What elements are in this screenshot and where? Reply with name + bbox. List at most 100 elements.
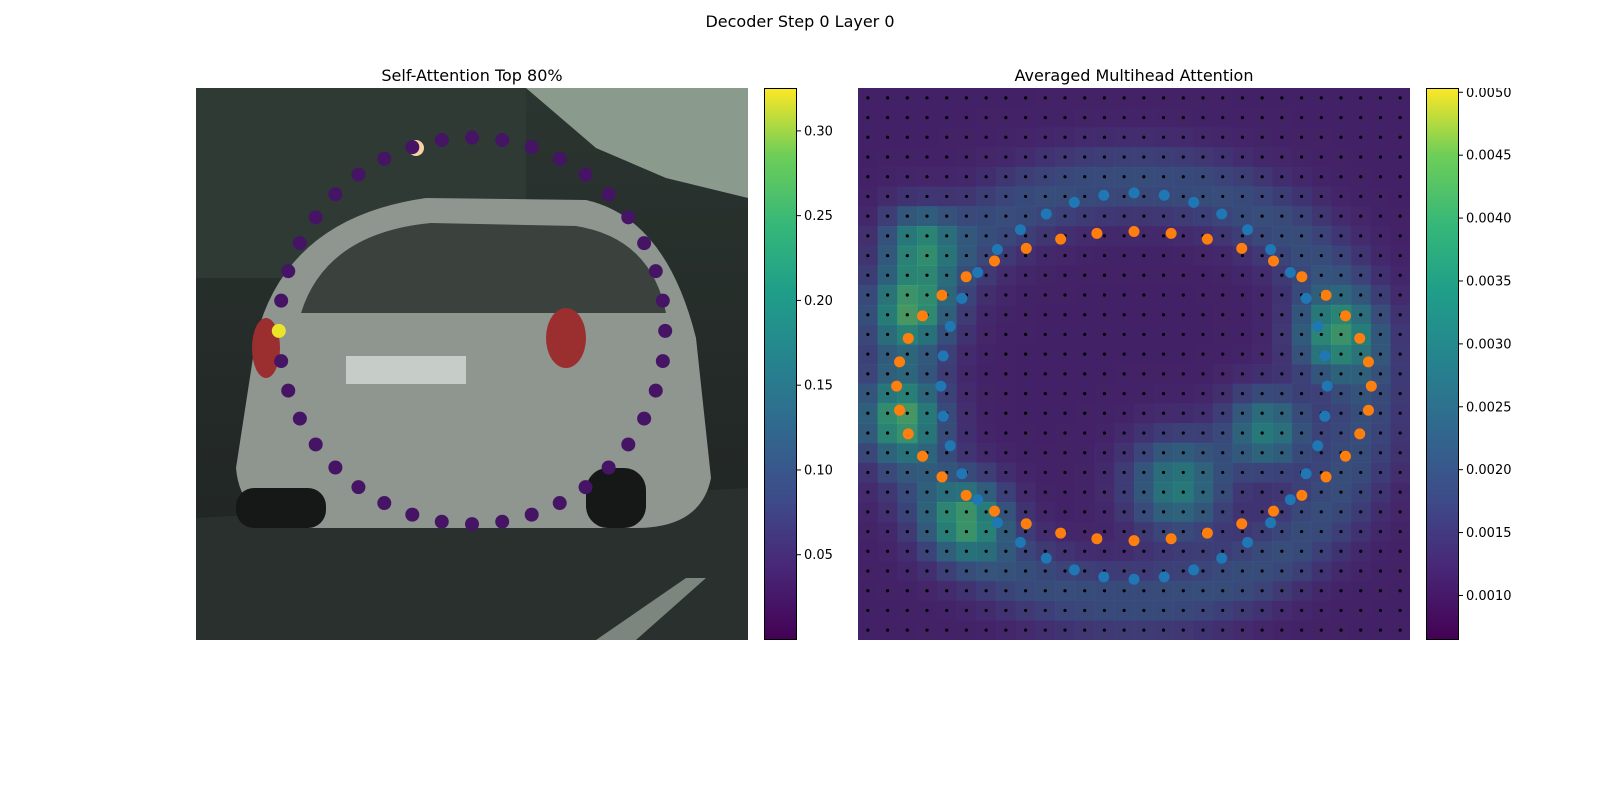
- reference-point: [1181, 273, 1185, 277]
- reference-point: [945, 372, 949, 376]
- reference-point: [1201, 510, 1205, 514]
- series-point: [1188, 196, 1200, 208]
- reference-point: [984, 431, 988, 435]
- reference-point: [964, 391, 969, 396]
- reference-point: [984, 352, 988, 356]
- reference-point: [905, 313, 909, 317]
- reference-point: [1221, 175, 1225, 179]
- reference-point: [945, 253, 949, 258]
- reference-point: [1359, 293, 1363, 297]
- reference-point: [1339, 194, 1343, 199]
- reference-point: [1319, 608, 1323, 613]
- reference-point: [1378, 175, 1383, 179]
- reference-point: [1378, 115, 1383, 120]
- reference-point: [1299, 589, 1304, 593]
- attention-point: [292, 411, 307, 426]
- reference-point: [1181, 569, 1185, 573]
- reference-point: [1161, 214, 1166, 218]
- attention-point: [292, 236, 307, 251]
- right-colorbar-gradient: [1426, 88, 1459, 640]
- reference-point: [1240, 234, 1245, 238]
- reference-point: [1043, 608, 1047, 613]
- reference-point: [1299, 391, 1304, 396]
- reference-point: [1240, 391, 1245, 396]
- series-point: [1165, 227, 1177, 239]
- reference-point: [984, 214, 988, 218]
- reference-point: [1378, 352, 1383, 356]
- reference-point: [925, 490, 929, 494]
- reference-point: [1122, 313, 1126, 317]
- reference-point: [1339, 529, 1343, 534]
- sky-shape: [526, 88, 748, 198]
- reference-point: [1004, 589, 1008, 593]
- reference-point: [1339, 391, 1343, 396]
- reference-point: [964, 214, 969, 218]
- reference-point: [1142, 115, 1146, 120]
- reference-point: [885, 234, 890, 238]
- left-colorbar-tick-label: 0.05: [804, 548, 833, 563]
- reference-point: [1142, 175, 1146, 179]
- reference-point: [1299, 155, 1304, 159]
- reference-point: [1083, 490, 1087, 494]
- reference-point: [964, 96, 969, 100]
- reference-point: [1299, 332, 1304, 337]
- series-point: [894, 356, 906, 368]
- multihead-attention-plot: [858, 88, 1410, 640]
- attention-point: [351, 167, 366, 182]
- reference-point: [1378, 589, 1383, 593]
- reference-point: [1378, 608, 1383, 613]
- reference-point: [905, 391, 909, 396]
- reference-point: [1299, 352, 1304, 356]
- reference-point: [1221, 155, 1225, 159]
- reference-point: [905, 451, 909, 455]
- reference-point: [905, 115, 909, 120]
- reference-point: [1398, 273, 1402, 277]
- reference-point: [1260, 175, 1264, 179]
- reference-point: [1339, 549, 1343, 553]
- reference-point: [925, 529, 929, 534]
- reference-point: [1319, 155, 1323, 159]
- reference-point: [1398, 115, 1402, 120]
- reference-point: [1359, 490, 1363, 494]
- reference-point: [1161, 391, 1166, 396]
- reference-point: [945, 135, 949, 139]
- reference-point: [1339, 470, 1343, 475]
- reference-point: [866, 391, 870, 396]
- reference-point: [885, 372, 890, 376]
- series-point: [1165, 533, 1177, 545]
- reference-point: [925, 549, 929, 553]
- reference-point: [1043, 372, 1047, 376]
- reference-point: [1319, 490, 1323, 494]
- reference-point: [1359, 115, 1363, 120]
- reference-point: [1378, 549, 1383, 553]
- reference-point: [1221, 313, 1225, 317]
- reference-point: [1221, 391, 1225, 396]
- series-point: [1014, 536, 1026, 548]
- attention-point: [434, 514, 449, 529]
- reference-point: [1181, 313, 1185, 317]
- reference-point: [1102, 451, 1107, 455]
- reference-point: [905, 234, 909, 238]
- reference-point: [1359, 529, 1363, 534]
- series-point: [936, 289, 948, 301]
- series-point: [1128, 535, 1140, 547]
- reference-point: [866, 451, 870, 455]
- reference-point: [1102, 313, 1107, 317]
- reference-point: [885, 608, 890, 613]
- reference-point: [945, 589, 949, 593]
- reference-point: [1378, 332, 1383, 337]
- reference-point: [1063, 115, 1067, 120]
- reference-point: [964, 352, 969, 356]
- reference-point: [925, 470, 929, 475]
- reference-point: [905, 135, 909, 139]
- reference-point: [1260, 352, 1264, 356]
- reference-point: [1201, 135, 1205, 139]
- reference-point: [1122, 293, 1126, 297]
- reference-point: [1240, 352, 1245, 356]
- reference-point: [1063, 194, 1067, 199]
- reference-point: [1221, 431, 1225, 435]
- series-point: [917, 310, 929, 322]
- reference-point: [1339, 155, 1343, 159]
- reference-point: [1359, 569, 1363, 573]
- reference-point: [885, 510, 890, 514]
